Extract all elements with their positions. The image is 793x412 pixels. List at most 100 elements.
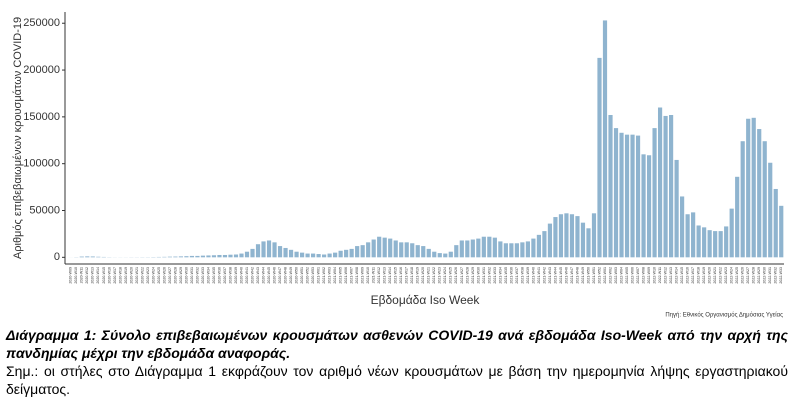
x-tick-label: 2022-W26	[741, 267, 745, 284]
bar	[437, 253, 442, 258]
x-tick-label: 2021-W52	[597, 267, 601, 284]
bar	[404, 242, 409, 258]
bar	[184, 256, 189, 258]
x-tick-label: 2020-W47	[278, 267, 282, 284]
bar	[773, 188, 778, 258]
bar	[691, 212, 696, 258]
bar	[514, 243, 519, 258]
x-tick-label: 2020-W50	[295, 267, 299, 284]
x-tick-label: 2021-W14	[388, 267, 392, 284]
x-tick-label: 2020-W46	[272, 267, 276, 284]
x-tick-label: 2022-W07	[636, 267, 640, 284]
x-tick-label: 2022-W03	[614, 267, 618, 284]
x-tick-label: 2021-W25	[449, 267, 453, 284]
bar	[465, 240, 470, 258]
x-tick-label: 2020-W25	[157, 267, 161, 284]
bar	[255, 244, 261, 258]
bar	[432, 251, 437, 258]
bar	[96, 256, 101, 258]
x-tick-label: 2021-W42	[542, 267, 546, 284]
bar	[272, 242, 277, 258]
bar	[597, 57, 602, 258]
bar	[613, 128, 619, 258]
bar	[244, 251, 250, 258]
x-tick-label: 2021-W44	[553, 267, 557, 284]
bar	[619, 132, 624, 258]
x-tick-label: 2021-W36	[509, 267, 513, 284]
x-tick-label: 2022-W05	[625, 267, 629, 284]
x-tick-label: 2021-W45	[559, 267, 563, 284]
y-tick-label: 0	[54, 251, 60, 263]
x-tick-label: 2022-W30	[763, 267, 767, 284]
x-tick-label: 2022-W01	[603, 267, 607, 284]
bar	[195, 255, 200, 258]
bar	[746, 118, 751, 258]
bar	[641, 154, 646, 258]
x-tick-label: 2021-W15	[394, 267, 398, 284]
x-tick-label: 2022-W04	[619, 267, 623, 284]
bar	[735, 176, 740, 258]
bar	[382, 237, 387, 258]
bar	[388, 238, 393, 258]
bar	[757, 129, 762, 258]
x-tick-label: 2021-W06	[344, 267, 348, 284]
x-tick-label: 2021-W32	[487, 267, 491, 284]
bar	[498, 241, 503, 258]
x-tick-label: 2022-W29	[757, 267, 761, 284]
x-tick-label: 2021-W35	[504, 267, 508, 284]
x-tick-label: 2021-W18	[410, 267, 414, 284]
bar	[266, 240, 272, 258]
x-tick-label: 2020-W10	[74, 267, 78, 284]
bar	[173, 256, 178, 258]
x-tick-label: 2021-W17	[405, 267, 409, 284]
x-tick-label: 2020-W09	[69, 267, 73, 284]
bar	[90, 256, 95, 258]
bar	[740, 141, 745, 258]
x-tick-label: 2020-W23	[146, 267, 150, 284]
bar	[481, 236, 486, 258]
source: Πηγή: Εθνικός Οργανισμός Δημόσιας Υγείας	[665, 312, 783, 319]
bar	[569, 214, 575, 258]
x-tick-label: 2020-W48	[284, 267, 288, 284]
x-tick-label: 2022-W27	[746, 267, 750, 284]
bar	[327, 253, 332, 258]
y-axis-label: Αριθμός επιβεβαιωμένων κρουσμάτων COVID-…	[12, 17, 24, 259]
bar	[696, 225, 701, 258]
bar	[668, 114, 674, 258]
x-tick-label: 2021-W30	[476, 267, 480, 284]
x-tick-label: 2020-W32	[195, 267, 199, 284]
x-tick-label: 2022-W06	[630, 267, 634, 284]
x-tick-label: 2020-W45	[267, 267, 271, 284]
x-tick-label: 2022-W23	[724, 267, 728, 284]
x-tick-label: 2022-W14	[675, 267, 679, 284]
x-tick-label: 2022-W12	[664, 267, 668, 284]
bar	[338, 250, 343, 258]
x-tick-label: 2022-W33	[779, 267, 783, 284]
bar	[310, 253, 316, 258]
bar	[393, 240, 398, 258]
bar	[371, 239, 376, 258]
x-tick-label: 2021-W11	[372, 267, 376, 283]
x-tick-label: 2021-W13	[383, 267, 387, 284]
bar	[415, 245, 420, 258]
caption: Διάγραμμα 1: Σύνολο επιβεβαιωμένων κρουσ…	[6, 327, 788, 361]
bar	[261, 241, 266, 258]
bar	[443, 253, 448, 258]
bar	[663, 115, 668, 258]
x-tick-label: 2020-W33	[201, 267, 205, 284]
bar	[646, 155, 652, 258]
bar	[333, 252, 338, 258]
x-tick-label: 2020-W34	[206, 267, 210, 284]
x-tick-label: 2020-W30	[184, 267, 188, 284]
bar	[713, 231, 718, 258]
bar	[277, 246, 283, 258]
x-tick-label: 2021-W23	[438, 267, 442, 284]
x-tick-label: 2022-W18	[697, 267, 701, 284]
x-tick-label: 2022-W24	[730, 267, 734, 284]
bar	[520, 242, 525, 258]
bar	[509, 243, 514, 258]
x-tick-label: 2020-W39	[234, 267, 238, 284]
x-tick-label: 2022-W19	[702, 267, 706, 284]
x-tick-label: 2021-W46	[564, 267, 568, 284]
bar	[680, 196, 685, 258]
